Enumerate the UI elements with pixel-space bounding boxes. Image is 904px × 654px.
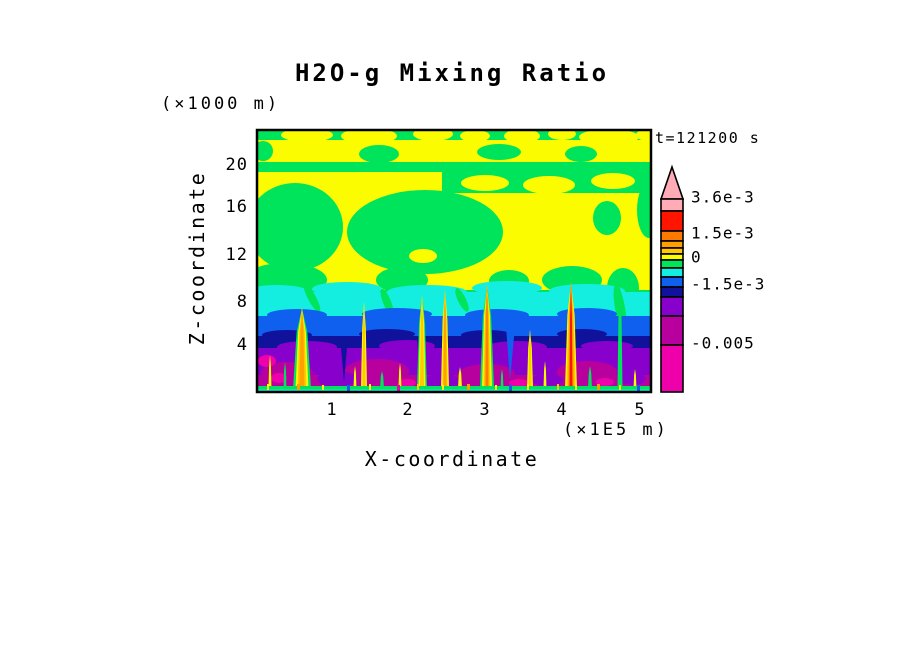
y-tick-label: 12: [225, 245, 248, 265]
colorbar-level-label: 3.6e-3: [691, 187, 755, 207]
colorbar-level-label: 0: [691, 247, 702, 267]
y-tick-label: 20: [225, 155, 248, 175]
y-tick-label: 8: [236, 292, 248, 312]
colorbar-level-label: 1.5e-3: [691, 223, 755, 243]
x-tick-label: 1: [326, 400, 338, 420]
colorbar-level-label: -1.5e-3: [691, 274, 766, 294]
x-tick-label: 3: [479, 400, 491, 420]
x-tick-label: 4: [556, 400, 568, 420]
x-tick-label: 2: [402, 400, 414, 420]
plot-frame: [255, 128, 653, 394]
chart-title: H2O-g Mixing Ratio: [294, 59, 610, 87]
x-axis-unit: (×1E5 m): [563, 420, 669, 440]
contour-field: [257, 130, 651, 392]
x-tick-label: 5: [634, 400, 646, 420]
y-tick-label: 4: [236, 335, 248, 355]
colorbar-level-label: -0.005: [691, 333, 755, 353]
x-axis-label: X-coordinate: [364, 447, 540, 471]
timestamp-label: t=121200 s: [655, 129, 761, 147]
colorbar: [659, 164, 685, 393]
y-axis-unit: (×1000 m): [161, 94, 281, 114]
y-tick-label: 16: [225, 197, 248, 217]
